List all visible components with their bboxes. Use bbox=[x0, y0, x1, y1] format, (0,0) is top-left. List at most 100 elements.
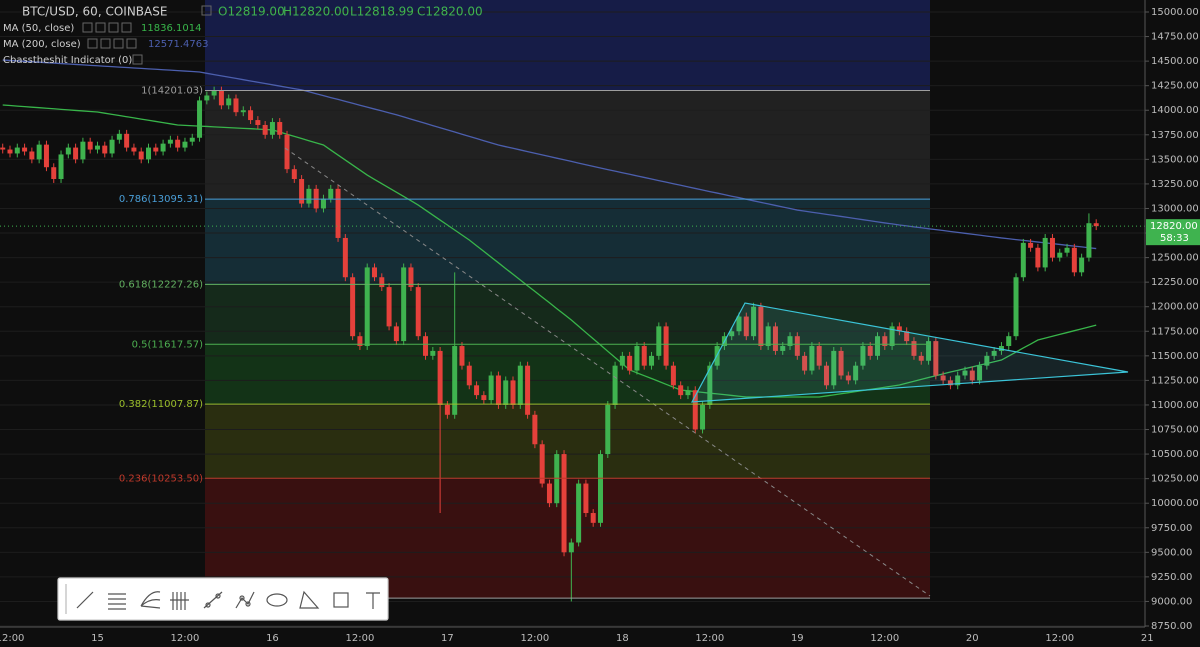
triangle-pattern bbox=[690, 302, 1129, 403]
add-icon[interactable] bbox=[113, 38, 124, 49]
candle-body bbox=[233, 98, 239, 113]
y-tick-label: 10750.00 bbox=[1151, 425, 1199, 436]
candle-body bbox=[408, 267, 414, 288]
tool-trend-line[interactable] bbox=[76, 591, 94, 609]
candle-body bbox=[379, 277, 385, 288]
tool-fib-levels[interactable] bbox=[170, 592, 189, 610]
tool-parallel-lines[interactable] bbox=[108, 593, 126, 610]
candle-body bbox=[619, 355, 625, 366]
candle-body bbox=[14, 147, 20, 154]
candle-body bbox=[503, 380, 509, 405]
y-tick-label: 14750.00 bbox=[1151, 32, 1199, 43]
candle-body bbox=[823, 365, 829, 386]
tool-ellipse[interactable] bbox=[266, 593, 288, 607]
candle-body bbox=[605, 404, 611, 455]
y-tick-label: 11250.00 bbox=[1151, 375, 1199, 386]
hide-icon[interactable] bbox=[95, 22, 106, 33]
y-tick-label: 12000.00 bbox=[1151, 302, 1199, 313]
tool-ray[interactable] bbox=[203, 591, 223, 609]
eye-icon[interactable] bbox=[201, 5, 212, 16]
candle-body bbox=[328, 188, 334, 199]
candle-body bbox=[911, 341, 917, 356]
candle-body bbox=[248, 110, 254, 121]
candle-body bbox=[401, 267, 407, 342]
candle-body bbox=[634, 346, 640, 371]
candle-body bbox=[612, 365, 618, 405]
y-tick-label: 11500.00 bbox=[1151, 351, 1199, 362]
candle-body bbox=[124, 133, 130, 148]
candle-body bbox=[146, 147, 152, 160]
drawing-toolbar bbox=[57, 577, 389, 621]
countdown: 58:33 bbox=[1160, 233, 1189, 244]
candle-body bbox=[802, 355, 808, 371]
fib-label: 1(14201.03) bbox=[141, 85, 203, 96]
y-tick-label: 11750.00 bbox=[1151, 326, 1199, 337]
candle-body bbox=[393, 326, 399, 342]
tool-pattern[interactable] bbox=[235, 591, 255, 609]
candle-body bbox=[772, 326, 778, 351]
candle-body bbox=[1042, 237, 1048, 268]
candle-body bbox=[933, 341, 939, 376]
candle-body bbox=[204, 95, 210, 101]
candle-body bbox=[546, 483, 552, 504]
fib-label: 0.618(12227.26) bbox=[119, 279, 203, 290]
candle-body bbox=[955, 375, 961, 386]
y-tick-label: 9250.00 bbox=[1151, 572, 1192, 583]
candle-body bbox=[452, 346, 458, 415]
candle-body bbox=[197, 100, 203, 138]
add-icon[interactable] bbox=[108, 22, 119, 33]
candle-body bbox=[320, 198, 326, 209]
candle-body bbox=[816, 346, 822, 366]
price-axis-bg bbox=[1145, 0, 1200, 647]
fib-band bbox=[205, 90, 930, 200]
tool-pitchfork[interactable] bbox=[140, 591, 161, 609]
ohlc-open: O12819.00 bbox=[218, 5, 285, 19]
last-price-box bbox=[1146, 219, 1200, 246]
remove-icon[interactable] bbox=[126, 38, 137, 49]
candle-body bbox=[43, 144, 49, 168]
ma-line bbox=[2, 59, 1097, 250]
candle-body bbox=[627, 355, 633, 371]
x-tick-label: 12:00 bbox=[1045, 633, 1074, 644]
y-tick-label: 15000.00 bbox=[1151, 7, 1199, 18]
candle-body bbox=[175, 139, 181, 148]
tool-triangle[interactable] bbox=[299, 590, 320, 609]
hide-icon[interactable] bbox=[100, 38, 111, 49]
y-tick-label: 9000.00 bbox=[1151, 596, 1192, 607]
candle-body bbox=[809, 346, 815, 371]
candle-body bbox=[277, 122, 283, 135]
candle-body bbox=[831, 350, 837, 386]
candle-body bbox=[765, 326, 771, 347]
fib-label: 0.236(10253.50) bbox=[119, 473, 203, 484]
candle-body bbox=[896, 326, 902, 332]
candle-body bbox=[0, 147, 6, 150]
candle-body bbox=[262, 124, 268, 135]
fib-band bbox=[205, 199, 930, 285]
candle-body bbox=[364, 267, 370, 347]
last-price-label: 12820.00 bbox=[1150, 221, 1198, 232]
settings-icon[interactable] bbox=[82, 22, 93, 33]
candle-body bbox=[991, 350, 997, 356]
candle-body bbox=[743, 316, 749, 337]
candle-body bbox=[372, 267, 377, 278]
candle-body bbox=[466, 365, 472, 386]
candle-body bbox=[889, 326, 895, 347]
y-tick-label: 14250.00 bbox=[1151, 81, 1199, 92]
tool-text[interactable] bbox=[366, 592, 380, 609]
y-tick-label: 11000.00 bbox=[1151, 400, 1199, 411]
candle-body bbox=[1028, 242, 1034, 248]
candle-body bbox=[102, 145, 108, 154]
candle-body bbox=[794, 336, 800, 356]
tool-rectangle[interactable] bbox=[333, 592, 349, 608]
legend-value: 11836.1014 bbox=[141, 23, 201, 34]
candle-body bbox=[525, 365, 531, 415]
y-tick-label: 10250.00 bbox=[1151, 474, 1199, 485]
remove-icon[interactable] bbox=[121, 22, 132, 33]
settings-icon[interactable] bbox=[87, 38, 98, 49]
candle-body bbox=[291, 169, 297, 180]
y-tick-label: 13500.00 bbox=[1151, 154, 1199, 165]
toolbar-bg bbox=[57, 577, 389, 621]
legend: BTC/USD, 60, COINBASE O12819.00 H12820.0… bbox=[3, 5, 483, 67]
settings-icon[interactable] bbox=[132, 54, 143, 65]
candle-body bbox=[1049, 237, 1055, 258]
